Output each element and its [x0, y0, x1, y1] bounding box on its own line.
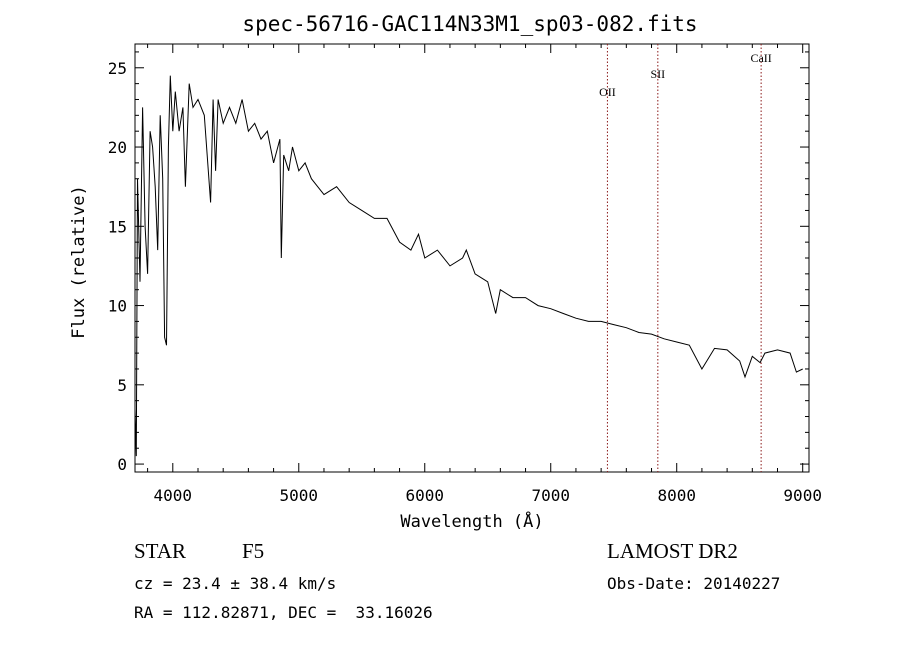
y-axis-label: Flux (relative)	[69, 185, 89, 339]
x-axis: 4000 5000 6000 7000 8000 9000	[147, 44, 822, 505]
x-tick-label: 9000	[783, 486, 822, 505]
spectrum-series-line	[134, 75, 803, 457]
y-tick-label: 0	[117, 455, 127, 474]
line-marker-label: CaII	[750, 51, 771, 65]
y-tick-label: 5	[117, 376, 127, 395]
x-tick-label: 5000	[280, 486, 319, 505]
line-marker-label: SII	[650, 67, 665, 81]
x-tick-label: 8000	[657, 486, 696, 505]
chart-title: spec-56716-GAC114N33M1_sp03-082.fits	[242, 12, 697, 36]
y-tick-label: 15	[108, 217, 127, 236]
y-tick-label: 10	[108, 297, 127, 316]
x-axis-label: Wavelength (Å)	[400, 510, 543, 532]
object-subclass: F5	[242, 539, 265, 563]
x-tick-label: 4000	[154, 486, 193, 505]
object-type: STAR	[134, 539, 186, 563]
y-tick-label: 25	[108, 59, 127, 78]
y-axis: 0 5 10 15 20 25	[108, 51, 809, 474]
line-markers: OII SII CaII	[599, 44, 772, 472]
line-marker-label: OII	[599, 85, 616, 99]
observation-date: Obs-Date: 20140227	[607, 574, 781, 593]
redshift-cz: cz = 23.4 ± 38.4 km/s	[134, 574, 337, 593]
x-tick-label: 7000	[531, 486, 570, 505]
survey-name: LAMOST DR2	[607, 539, 738, 563]
x-tick-label: 6000	[405, 486, 444, 505]
ra-dec: RA = 112.82871, DEC = 33.16026	[134, 603, 433, 622]
plot-frame	[134, 43, 810, 473]
y-tick-label: 20	[108, 138, 127, 157]
